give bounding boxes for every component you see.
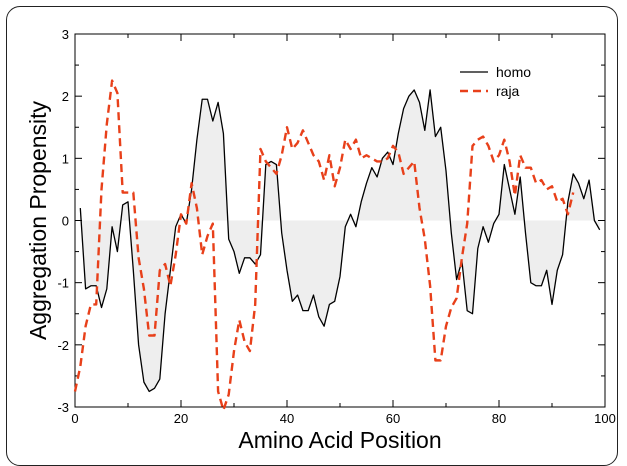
x-tick-label: 100: [594, 411, 616, 426]
x-tick-label: 80: [492, 411, 506, 426]
legend: homo raja: [460, 64, 531, 99]
shaded-area-homo: [80, 89, 600, 392]
legend-label-raja: raja: [496, 83, 520, 99]
y-tick-label: -2: [57, 338, 69, 353]
y-tick-label: -3: [57, 400, 69, 415]
axis-ticks: 0 20 40 60 80 100 -3 -2 -1 0 1 2 3: [57, 27, 615, 426]
y-tick-label: 3: [62, 27, 69, 42]
x-tick-label: 20: [174, 411, 188, 426]
series-line-homo: [79, 89, 601, 393]
x-tick-label: 60: [386, 411, 400, 426]
y-tick-label: -1: [57, 276, 69, 291]
y-tick-label: 1: [62, 151, 69, 166]
x-axis-title: Amino Acid Position: [238, 427, 441, 453]
x-tick-label: 40: [280, 411, 294, 426]
homo-shaded-area: [80, 89, 600, 392]
aggregation-chart: 0 20 40 60 80 100 -3 -2 -1 0 1 2 3 homo raja Amino Ac…: [25, 27, 616, 453]
y-axis-title: Aggregation Propensity: [25, 100, 51, 340]
series-lines: [73, 79, 601, 412]
y-tick-label: 2: [62, 89, 69, 104]
legend-label-homo: homo: [496, 64, 531, 80]
x-tick-label: 0: [71, 411, 78, 426]
y-tick-label: 0: [62, 214, 69, 229]
